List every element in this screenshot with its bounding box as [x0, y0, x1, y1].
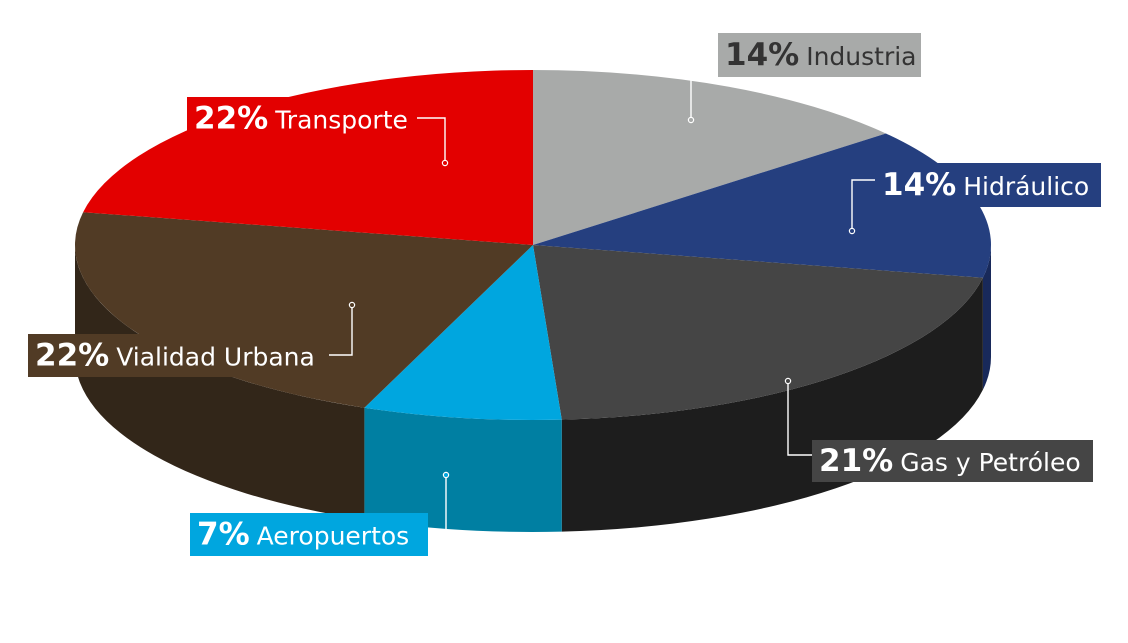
slice-percent: 14%: [882, 167, 956, 203]
slice-label-aero: 7% Aeropuertos: [190, 471, 450, 556]
label-box: [718, 33, 921, 77]
slice-percent: 22%: [35, 338, 109, 374]
pie-slice-aero: [364, 245, 562, 420]
leader-dot: [784, 377, 792, 385]
slice-percent: 7%: [197, 517, 250, 553]
label-text: 14% Industria: [725, 37, 917, 73]
slice-name: Vialidad Urbana: [116, 343, 315, 372]
pie-slice-gas: [533, 245, 983, 420]
pie-side-aero: [364, 407, 562, 532]
label-text: 14% Hidráulico: [882, 167, 1089, 203]
slice-name: Gas y Petróleo: [900, 448, 1080, 477]
slice-name: Transporte: [274, 106, 408, 135]
label-text: 22% Vialidad Urbana: [35, 338, 315, 374]
leader-dot: [348, 301, 356, 309]
pie-slice-industria: [533, 70, 886, 245]
label-box: [28, 334, 329, 377]
slice-name: Industria: [806, 42, 916, 71]
pie-side-vialidad: [75, 245, 365, 520]
leader-dot: [442, 471, 450, 479]
slice-name: Aeropuertos: [257, 522, 410, 551]
label-box: [190, 513, 428, 556]
leader-dot: [441, 159, 449, 167]
leader-dot: [687, 116, 695, 124]
pie-side-hidraulico: [982, 245, 991, 390]
slice-percent: 22%: [194, 101, 268, 137]
slice-percent: 14%: [725, 37, 799, 73]
label-box: [187, 97, 417, 140]
slice-label-gas: 21% Gas y Petróleo: [784, 377, 1093, 482]
pie-slice-transporte: [83, 70, 534, 245]
leader-line: [851, 179, 875, 231]
slice-name: Hidráulico: [963, 172, 1089, 201]
slice-percent: 21%: [819, 443, 893, 479]
leader-line: [428, 475, 447, 533]
label-text: 22% Transporte: [194, 101, 408, 137]
leader-dot: [848, 227, 856, 235]
slice-label-hidraulico: 14% Hidráulico: [848, 163, 1101, 235]
leader-line: [690, 54, 718, 120]
slice-label-transporte: 22% Transporte: [187, 97, 449, 167]
leader-line: [787, 381, 812, 456]
label-box: [812, 440, 1093, 482]
slice-label-industria: 14% Industria: [687, 33, 921, 124]
label-text: 21% Gas y Petróleo: [819, 443, 1081, 479]
label-text: 7% Aeropuertos: [197, 517, 409, 553]
slice-label-vialidad: 22% Vialidad Urbana: [28, 301, 356, 377]
label-box: [875, 163, 1101, 207]
leader-line: [329, 305, 353, 356]
leader-line: [417, 117, 446, 163]
